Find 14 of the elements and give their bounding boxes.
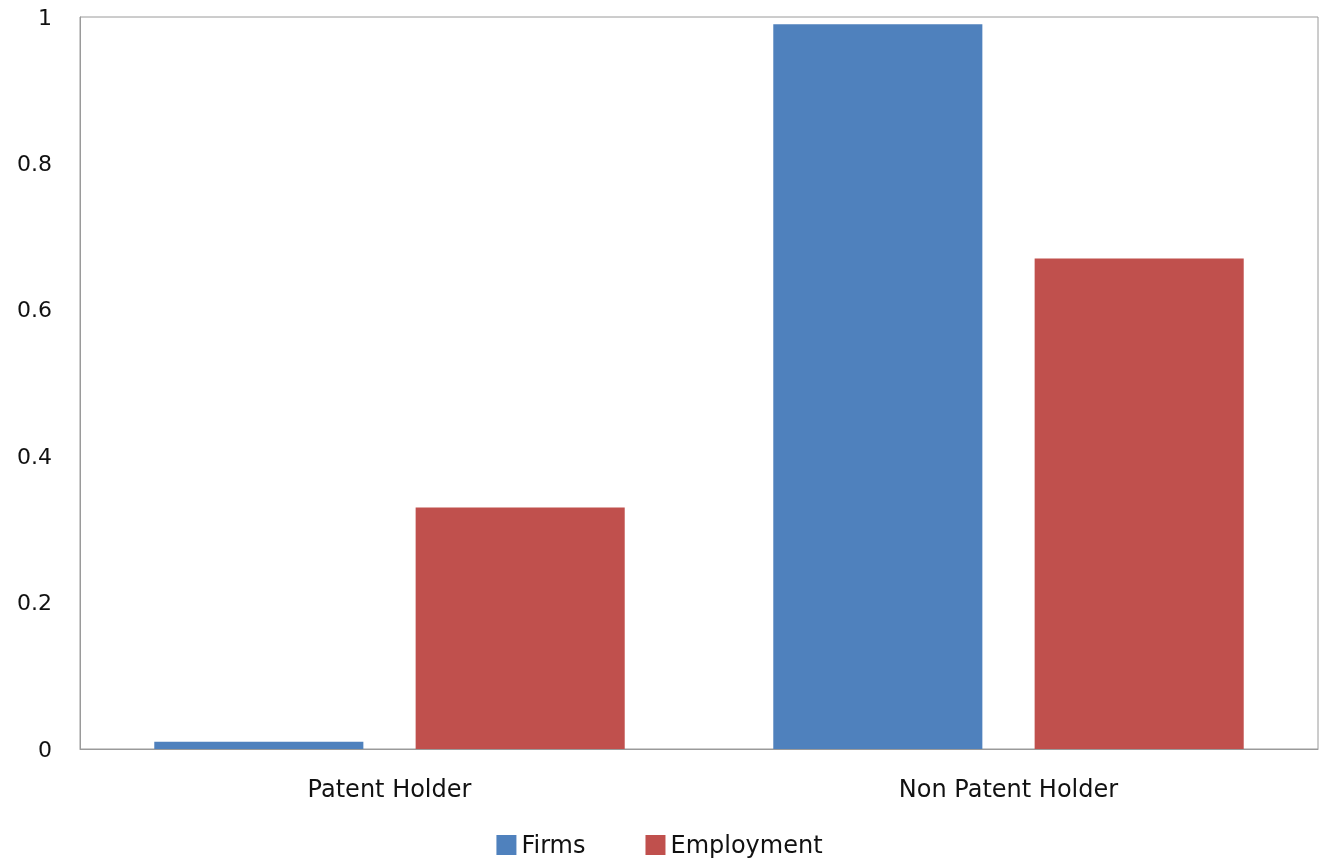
bar bbox=[154, 741, 364, 749]
legend-label: Employment bbox=[670, 831, 823, 859]
y-tick-label: 1 bbox=[38, 4, 52, 30]
y-tick-label: 0.8 bbox=[17, 150, 52, 176]
y-tick-label: 0.6 bbox=[17, 297, 52, 323]
y-tick-label: 0 bbox=[38, 736, 52, 762]
legend-label: Firms bbox=[521, 831, 586, 859]
y-tick-label: 0.2 bbox=[17, 590, 52, 616]
bar bbox=[415, 507, 625, 749]
bar bbox=[1034, 258, 1244, 749]
x-tick-label: Non Patent Holder bbox=[898, 775, 1119, 803]
bar bbox=[773, 24, 983, 749]
y-tick-label: 0.4 bbox=[17, 443, 52, 469]
x-tick-label: Patent Holder bbox=[307, 775, 472, 803]
